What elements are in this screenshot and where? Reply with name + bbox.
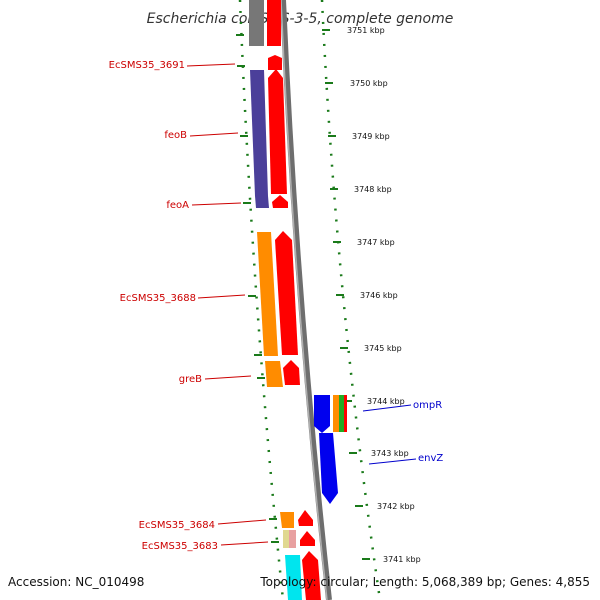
gene-label[interactable]: ompR [413,400,442,411]
left-track-genes [249,0,302,600]
gene-label[interactable]: feoA [166,200,189,211]
gene-arrow[interactable] [283,360,300,385]
label-leader [368,458,417,465]
gene-block-orange[interactable] [265,361,283,387]
label-leader [191,202,242,206]
gene-arrow[interactable] [300,531,315,546]
gene-arrow[interactable] [272,195,288,208]
label-leader [197,294,246,299]
gene-label[interactable]: EcSMS35_3691 [109,60,185,71]
gene-arrow-envZ[interactable] [319,433,338,504]
left-feature-ticks [236,34,279,543]
gene-arrow[interactable] [302,551,321,600]
kbp-label: 3741 kbp [383,555,421,564]
left-ring-boundary [238,0,285,600]
gene-block-orange[interactable] [280,512,294,528]
forward-strand-genes [267,0,321,600]
genome-backbone-highlight [280,0,328,600]
label-leader [362,404,412,412]
right-track-genes [314,395,347,504]
kbp-label: 3750 kbp [350,79,388,88]
gene-block-purple[interactable] [255,196,269,208]
gene-arrow-ompR[interactable] [314,395,330,433]
gene-arrow[interactable] [268,69,287,194]
gene-label[interactable]: EcSMS35_3688 [120,293,196,304]
gene-block-green[interactable] [339,395,344,432]
gene-arrow[interactable] [267,0,281,46]
kbp-label: 3751 kbp [347,26,385,35]
gene-block-gray[interactable] [249,0,264,46]
genome-backbone [280,0,332,600]
kbp-label: 3742 kbp [377,502,415,511]
kbp-label: 3749 kbp [352,132,390,141]
scale-ticks [322,29,370,560]
kbp-label: 3746 kbp [360,291,398,300]
gene-label[interactable]: envZ [418,453,443,464]
label-leader [220,541,269,546]
gene-arrow[interactable] [275,231,298,355]
right-gene-labels: ompR envZ [362,400,443,465]
kbp-label: 3747 kbp [357,238,395,247]
gene-label[interactable]: feoB [164,130,187,141]
gene-block-orange[interactable] [333,395,339,432]
gene-label[interactable]: EcSMS35_3684 [139,520,215,531]
gene-arrow[interactable] [268,55,282,70]
label-leader [189,132,239,137]
gene-label[interactable]: EcSMS35_3683 [142,541,218,552]
accession-text: Accession: NC_010498 [8,575,144,589]
right-ring-boundary [320,0,382,600]
label-leader [204,375,252,380]
gene-arrow[interactable] [298,510,313,526]
gene-block-red[interactable] [344,395,347,432]
genome-summary-text: Topology: circular; Length: 5,068,389 bp… [259,575,590,589]
gene-label[interactable]: greB [179,374,202,385]
kbp-label: 3748 kbp [354,185,392,194]
gene-block-orange[interactable] [257,232,278,356]
map-title: Escherichia coli SMS-3-5, complete genom… [147,11,454,27]
kbp-label: 3743 kbp [371,449,409,458]
label-leader [186,63,236,67]
kbp-label: 3744 kbp [367,397,405,406]
kbp-label: 3745 kbp [364,344,402,353]
gene-block-pink[interactable] [289,530,296,548]
scale-labels: 3751 kbp 3750 kbp 3749 kbp 3748 kbp 3747… [347,26,421,564]
gene-block-cyan[interactable] [285,555,302,600]
gene-block-khaki[interactable] [283,530,289,548]
gene-block-purple[interactable] [250,70,268,196]
left-gene-labels: EcSMS35_3691 feoB feoA EcSMS35_3688 greB… [109,60,269,552]
label-leader [217,519,267,525]
